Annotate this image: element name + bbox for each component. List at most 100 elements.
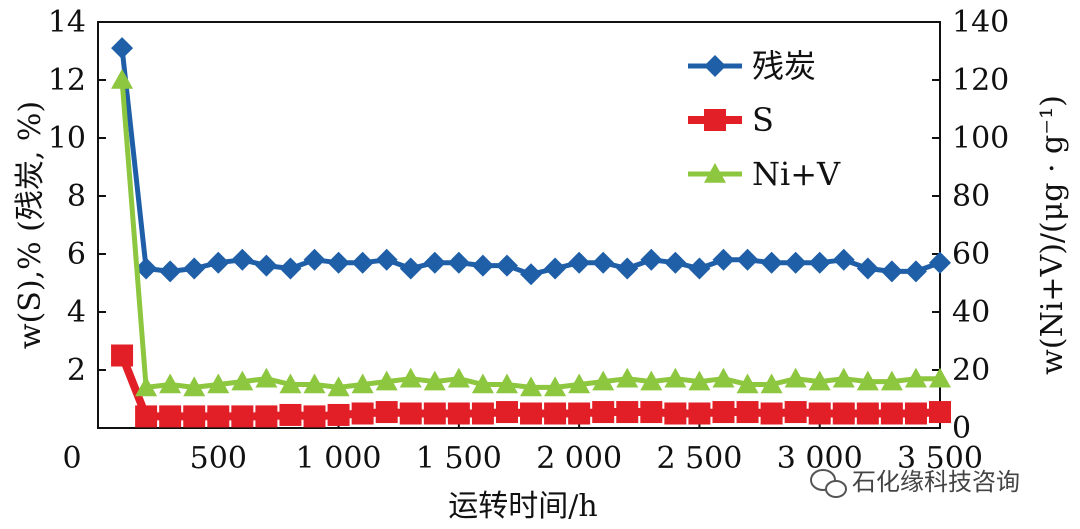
x-tick-label: 0 xyxy=(62,441,81,476)
right-y-tick-label: 40 xyxy=(952,295,990,330)
data-point xyxy=(832,248,855,271)
data-point xyxy=(736,401,759,424)
legend-item: S xyxy=(688,101,774,139)
left-y-tick-label: 14 xyxy=(48,5,86,40)
data-point xyxy=(327,376,350,397)
data-point xyxy=(904,367,927,388)
right-y-axis-ticks: 0 20 40 60 80 100 120 140 xyxy=(932,5,1009,446)
data-point xyxy=(808,370,831,391)
watermark-text: 石化缘科技咨询 xyxy=(852,468,1020,496)
series-line xyxy=(119,79,940,390)
data-point xyxy=(447,402,470,425)
data-point xyxy=(904,260,927,283)
data-point xyxy=(135,376,158,397)
data-point xyxy=(856,402,879,425)
data-point xyxy=(664,367,687,388)
data-point xyxy=(423,370,446,391)
data-point xyxy=(856,257,879,280)
data-point xyxy=(399,402,422,425)
data-point xyxy=(592,401,615,424)
x-tick-label: 2 000 xyxy=(536,441,622,476)
data-point xyxy=(471,402,494,425)
data-point xyxy=(375,248,398,271)
legend-label: Ni+V xyxy=(752,155,841,193)
data-point xyxy=(111,69,134,89)
data-point xyxy=(688,257,711,280)
right-y-tick-label: 100 xyxy=(952,121,1009,156)
legend-label: 残炭 xyxy=(752,47,816,85)
data-point xyxy=(471,373,494,394)
data-point xyxy=(231,248,254,271)
left-y-tick-label: 4 xyxy=(67,295,86,330)
data-point xyxy=(279,373,302,394)
data-point xyxy=(640,370,663,391)
right-y-axis-title: w(Ni+V)/(μg · g⁻¹) xyxy=(1035,95,1070,375)
data-point xyxy=(279,257,302,280)
data-point xyxy=(664,402,687,425)
right-y-tick-label: 20 xyxy=(952,353,990,388)
data-point xyxy=(447,251,470,274)
data-point xyxy=(616,401,639,424)
data-point xyxy=(159,260,182,283)
wechat-icon xyxy=(810,469,847,498)
left-y-tick-label: 2 xyxy=(67,353,86,388)
data-point xyxy=(327,403,350,426)
legend-marker xyxy=(704,109,726,131)
x-axis-title: 运转时间/h xyxy=(448,489,597,524)
data-point xyxy=(351,373,374,394)
legend: 残炭 S Ni+V xyxy=(688,47,841,193)
data-point xyxy=(784,367,807,388)
series-diamond xyxy=(111,37,951,286)
data-point xyxy=(159,405,182,428)
x-tick-label: 1 000 xyxy=(296,441,382,476)
data-point xyxy=(712,248,735,271)
data-point xyxy=(471,254,494,277)
data-point xyxy=(760,251,783,274)
data-point xyxy=(880,402,903,425)
data-point xyxy=(495,254,518,277)
data-point xyxy=(399,257,422,280)
data-point xyxy=(880,260,903,283)
data-point xyxy=(904,402,927,425)
data-point xyxy=(736,373,759,394)
data-point xyxy=(688,370,711,391)
data-point xyxy=(616,367,639,388)
data-point xyxy=(447,367,470,388)
data-point xyxy=(880,370,903,391)
data-point xyxy=(688,402,711,425)
data-point xyxy=(592,370,615,391)
data-point xyxy=(760,373,783,394)
data-point xyxy=(808,251,831,274)
data-point xyxy=(303,248,326,271)
data-point xyxy=(495,401,518,424)
data-point xyxy=(712,401,735,424)
left-y-tick-label: 10 xyxy=(48,121,86,156)
data-point xyxy=(544,257,567,280)
data-point xyxy=(303,373,326,394)
data-point xyxy=(640,401,663,424)
data-point xyxy=(159,373,182,394)
legend-item: 残炭 xyxy=(688,47,816,85)
x-tick-label: 500 xyxy=(190,441,247,476)
data-point xyxy=(183,405,206,428)
data-point xyxy=(231,370,254,391)
data-point xyxy=(255,254,278,277)
data-point xyxy=(712,367,735,388)
data-point xyxy=(111,344,134,367)
data-point xyxy=(568,251,591,274)
data-point xyxy=(399,367,422,388)
left-y-axis-ticks: 2 4 6 8 10 12 14 xyxy=(48,5,106,388)
legend-marker xyxy=(704,55,726,77)
data-point xyxy=(592,251,615,274)
series-layer xyxy=(111,37,951,428)
right-y-tick-label: 0 xyxy=(952,411,971,446)
data-point xyxy=(327,251,350,274)
data-point xyxy=(255,405,278,428)
data-point xyxy=(135,257,158,280)
x-tick-label: 1 500 xyxy=(416,441,502,476)
legend-marker xyxy=(704,163,726,183)
right-y-tick-label: 80 xyxy=(952,179,990,214)
data-point xyxy=(183,376,206,397)
left-y-tick-label: 6 xyxy=(67,237,86,272)
